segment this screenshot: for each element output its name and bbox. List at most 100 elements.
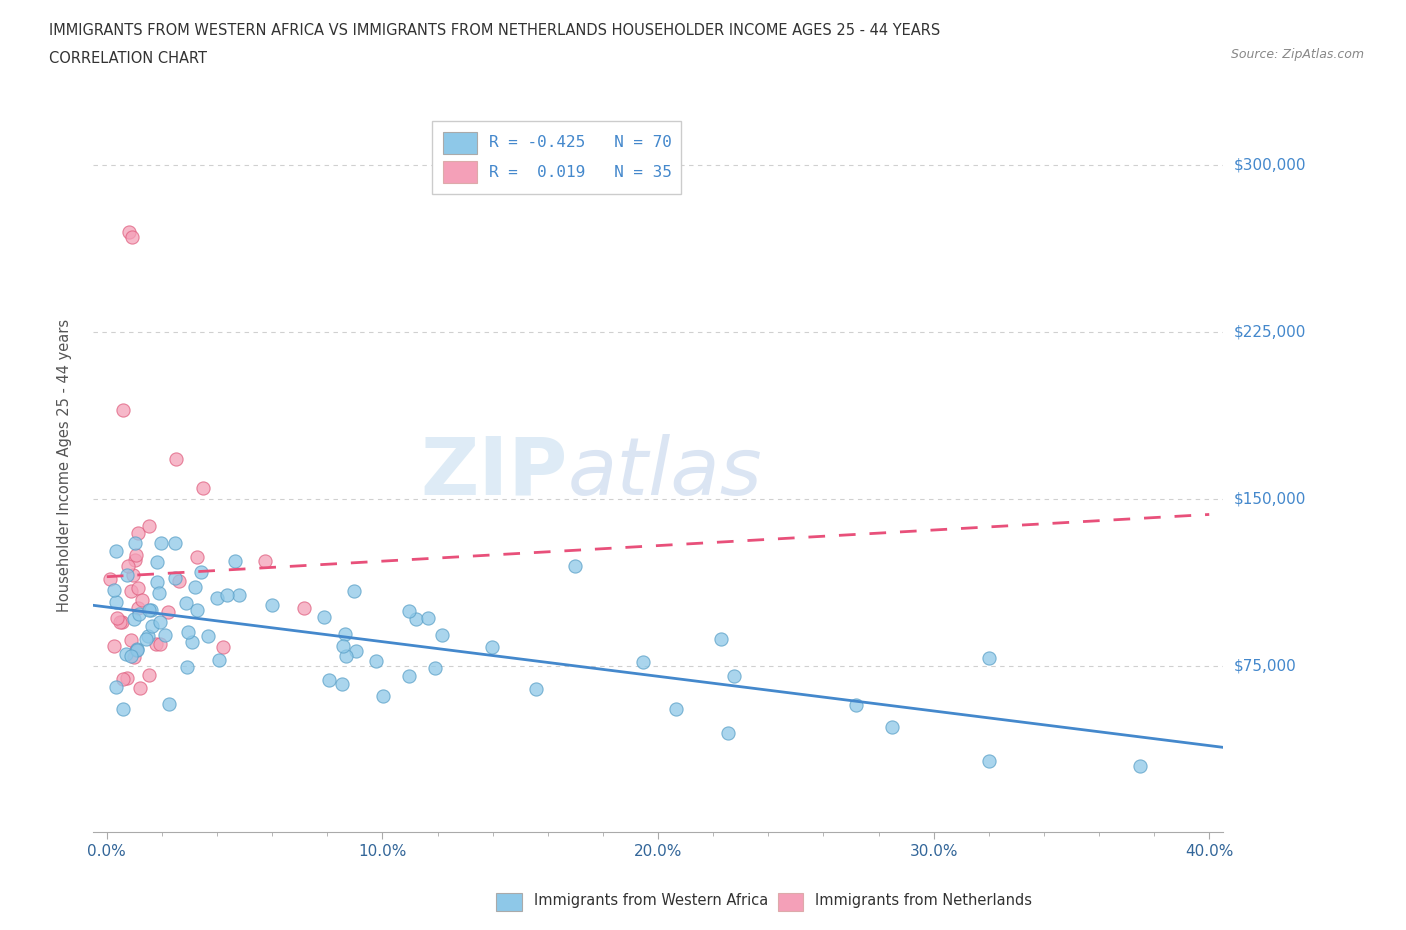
Point [127,525,149,540]
Point [103,639,125,654]
Point [190,565,212,579]
Point [343,583,366,598]
Point [157,697,180,711]
Point [335,649,357,664]
Point [117,671,139,685]
Point [111,702,134,717]
Point [215,587,238,602]
Text: $75,000: $75,000 [1234,658,1296,673]
Point [125,548,148,563]
Point [120,632,142,647]
Point [212,640,235,655]
Point [710,631,733,646]
Point [124,536,146,551]
Point [122,612,145,627]
Point [118,225,141,240]
Y-axis label: Householder Income Ages 25 - 44 years: Householder Income Ages 25 - 44 years [58,319,72,612]
Point [139,603,162,618]
Point [333,627,356,642]
Point [344,644,367,658]
Point [977,754,1000,769]
Point [105,544,128,559]
Point [120,583,142,598]
Text: Source: ZipAtlas.com: Source: ZipAtlas.com [1230,48,1364,61]
Point [224,553,246,568]
Text: $150,000: $150,000 [1234,491,1306,507]
Point [186,603,208,618]
Point [165,451,187,466]
Point [228,588,250,603]
Point [104,594,127,609]
Point [371,688,394,703]
Point [153,627,176,642]
Point [405,611,427,626]
Point [141,619,163,634]
Point [631,654,654,669]
Point [146,554,169,569]
Point [481,640,503,655]
Point [149,536,172,551]
Point [717,726,740,741]
Point [398,604,420,618]
Point [136,629,159,644]
Point [174,595,197,610]
Point [127,643,149,658]
Point [318,672,340,687]
Point [208,653,231,668]
Point [122,568,145,583]
Point [398,669,420,684]
Point [149,637,172,652]
Point [364,654,387,669]
Point [117,558,139,573]
Point [254,553,277,568]
Point [564,558,586,573]
Point [149,615,172,630]
Point [98,572,121,587]
Point [665,701,688,716]
Point [121,229,143,244]
Point [418,610,440,625]
Point [125,643,148,658]
Point [105,611,128,626]
Point [184,579,207,594]
Point [112,671,135,686]
Point [114,646,136,661]
Point [163,570,186,585]
Text: ZIP: ZIP [420,434,568,512]
Text: $300,000: $300,000 [1234,158,1306,173]
Point [312,610,335,625]
Point [260,597,283,612]
Point [127,580,149,595]
Point [146,574,169,589]
Point [138,668,160,683]
Point [1129,758,1152,773]
Point [103,582,125,597]
Text: atlas: atlas [568,434,762,512]
Point [723,669,745,684]
Point [197,629,219,644]
Point [111,614,134,629]
Point [193,480,215,495]
Point [112,403,135,418]
Point [205,591,228,605]
Point [176,659,198,674]
Bar [443,132,477,153]
Point [977,650,1000,665]
Point [292,601,315,616]
Text: Immigrants from Western Africa: Immigrants from Western Africa [534,893,769,908]
Point [177,624,200,639]
Text: Immigrants from Netherlands: Immigrants from Netherlands [815,893,1032,908]
Point [128,681,150,696]
Point [148,585,170,600]
Text: CORRELATION CHART: CORRELATION CHART [49,51,207,66]
Point [186,550,208,565]
Point [127,642,149,657]
Point [115,567,138,582]
Point [423,660,446,675]
Point [131,592,153,607]
Point [120,648,142,663]
Point [332,638,354,653]
Point [104,680,127,695]
Point [165,536,187,551]
Point [108,615,131,630]
